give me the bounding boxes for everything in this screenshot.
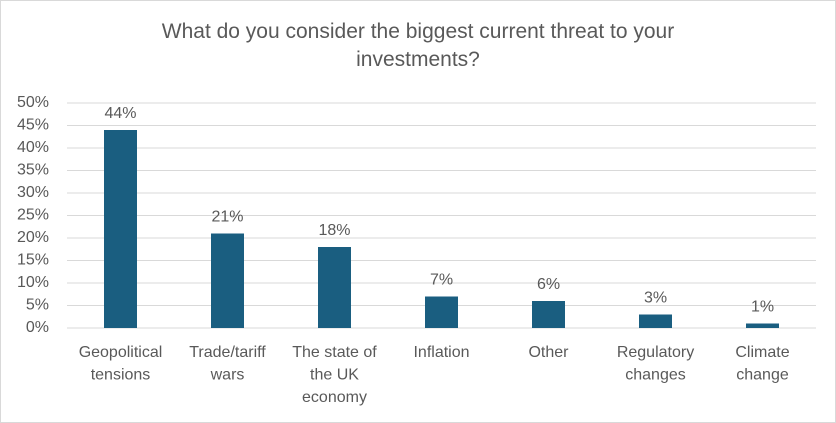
y-tick-label: 0% [26, 319, 49, 336]
bar [104, 130, 137, 328]
data-label: 44% [104, 105, 136, 122]
y-tick-label: 50% [17, 94, 49, 111]
data-label: 7% [430, 272, 453, 289]
data-label: 1% [751, 299, 774, 316]
data-label: 21% [211, 209, 243, 226]
y-tick-label: 30% [17, 184, 49, 201]
y-tick-label: 10% [17, 274, 49, 291]
x-tick-label: Geopolitical tensions [79, 344, 163, 384]
bar [425, 296, 458, 328]
y-tick-label: 15% [17, 252, 49, 269]
bar [639, 314, 672, 328]
x-tick-label: The state of the UK economy [292, 344, 377, 406]
y-tick-label: 45% [17, 117, 49, 134]
bar [211, 233, 244, 328]
chart-title: What do you consider the biggest current… [162, 20, 674, 71]
bar [318, 247, 351, 328]
y-tick-label: 35% [17, 162, 49, 179]
y-tick-label: 40% [17, 139, 49, 156]
data-label: 6% [537, 276, 560, 293]
bar [746, 323, 779, 328]
y-tick-label: 20% [17, 229, 49, 246]
x-tick-label: Other [528, 344, 569, 361]
x-tick-label: Inflation [413, 344, 469, 361]
data-label: 18% [318, 222, 350, 239]
y-tick-label: 25% [17, 207, 49, 224]
x-tick-label: Trade/tariff wars [189, 344, 266, 384]
bar [532, 301, 565, 328]
data-label: 3% [644, 290, 667, 307]
y-tick-label: 5% [26, 297, 49, 314]
x-tick-label: Regulatory changes [617, 344, 694, 384]
x-tick-label: Climate change [735, 344, 789, 384]
